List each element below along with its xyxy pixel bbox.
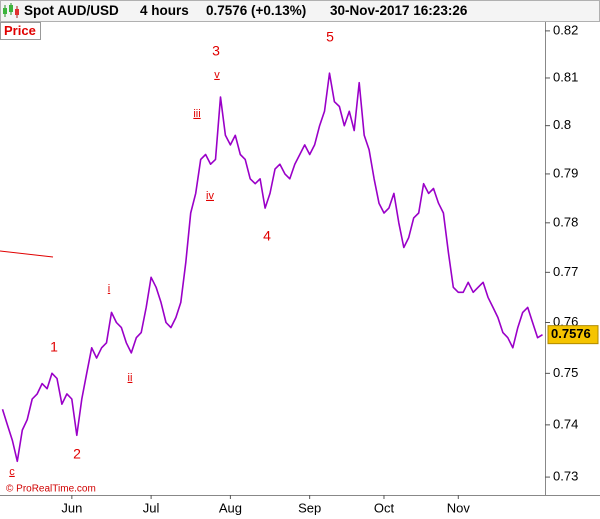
x-tick-label: Aug [219,500,242,515]
x-tick-label: Nov [447,500,471,515]
panel-label: Price [4,23,36,38]
timeframe: 4 hours [140,3,189,18]
wave-label: iii [193,108,200,120]
y-tick-label: 0.82 [553,22,578,37]
wave-label: 4 [263,228,271,244]
y-tick-label: 0.8 [553,117,571,132]
y-tick-label: 0.77 [553,264,578,279]
trend-line [0,250,54,258]
price-line [1,72,543,463]
timestamp: 30-Nov-2017 16:23:26 [330,3,468,18]
y-tick-label: 0.74 [553,416,578,431]
last-price-label: 0.7576 [551,326,591,341]
x-tick-label: Sep [298,500,321,515]
y-tick-label: 0.79 [553,165,578,180]
instrument: Spot AUD/USD [24,3,119,18]
x-tick-label: Jul [143,500,160,515]
wave-label: c [9,466,15,478]
wave-label: i [108,283,110,295]
wave-label: 1 [50,339,58,355]
wave-label: 2 [73,446,81,462]
y-tick-label: 0.78 [553,214,578,229]
copyright: © ProRealTime.com [6,484,96,495]
quote: 0.7576 (+0.13%) [206,3,306,18]
candle-icon [3,3,19,18]
x-tick-label: Oct [374,500,395,515]
wave-label: 5 [326,29,334,45]
last-price-box [547,325,599,345]
y-tick-label: 0.73 [553,469,578,484]
x-tick-label: Jun [61,500,82,515]
wave-label: 3 [212,43,220,59]
y-tick-label: 0.75 [553,365,578,380]
y-tick-label: 0.81 [553,69,578,84]
wave-label: iv [206,190,214,202]
wave-label: ii [128,372,133,384]
panel-label-box [0,22,41,40]
wave-label: v [214,69,220,81]
